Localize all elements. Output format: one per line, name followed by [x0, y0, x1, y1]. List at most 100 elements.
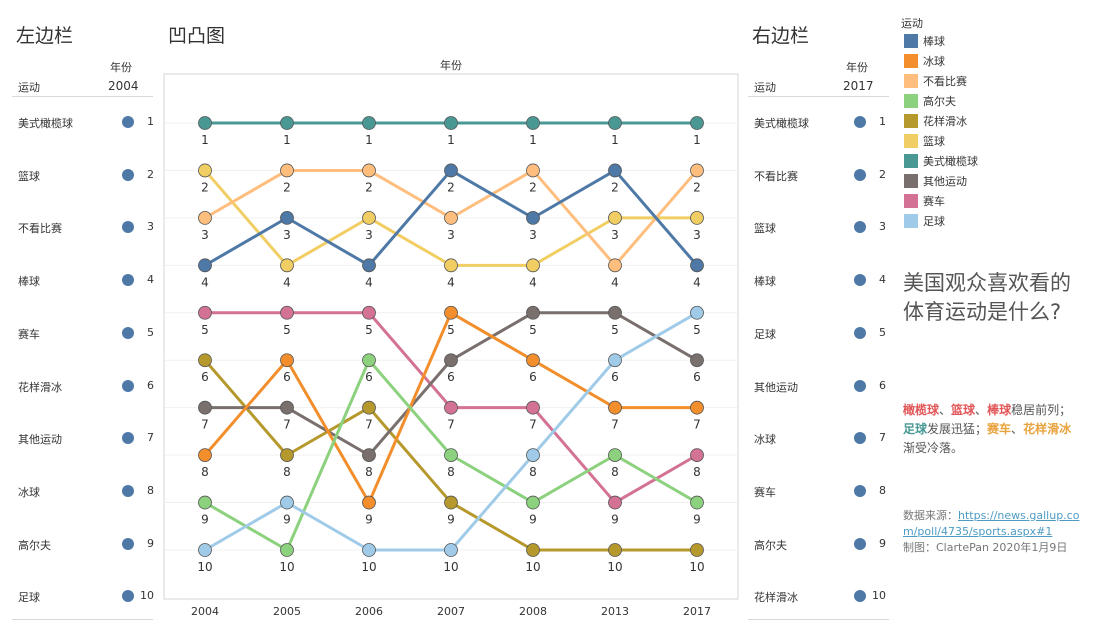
data-point[interactable]: [526, 305, 540, 320]
data-point[interactable]: [362, 353, 376, 368]
data-point[interactable]: [362, 210, 376, 225]
data-point[interactable]: [608, 258, 622, 273]
data-point[interactable]: [608, 495, 622, 510]
data-point[interactable]: [444, 400, 458, 415]
data-label: 4: [529, 275, 537, 289]
data-point[interactable]: [526, 448, 540, 463]
data-point[interactable]: [690, 210, 704, 225]
data-point[interactable]: [444, 258, 458, 273]
data-point[interactable]: [690, 353, 704, 368]
source-link[interactable]: https://news.gallup.com/poll/4735/sports…: [903, 509, 1080, 538]
data-label: 1: [611, 133, 619, 147]
data-point[interactable]: [362, 543, 376, 557]
data-point[interactable]: [198, 116, 212, 130]
data-point[interactable]: [280, 543, 294, 557]
data-point[interactable]: [690, 258, 704, 273]
insight-note: 橄榄球、篮球、棒球稳居前列；足球发展迅猛；赛车、花样滑冰渐受冷落。: [903, 401, 1083, 458]
right-rank-dot: [854, 326, 866, 339]
data-point[interactable]: [690, 116, 704, 130]
data-point[interactable]: [198, 305, 212, 320]
data-point[interactable]: [690, 305, 704, 320]
data-label: 4: [693, 275, 701, 289]
legend-swatch: [904, 174, 918, 188]
data-label: 8: [611, 465, 619, 479]
data-label: 8: [693, 465, 701, 479]
data-point[interactable]: [526, 353, 540, 368]
data-point[interactable]: [608, 543, 622, 557]
legend-swatch: [904, 94, 918, 108]
data-point[interactable]: [526, 543, 540, 557]
data-point[interactable]: [280, 305, 294, 320]
data-point[interactable]: [444, 210, 458, 225]
data-point[interactable]: [280, 258, 294, 273]
data-point[interactable]: [198, 258, 212, 273]
data-point[interactable]: [444, 163, 458, 178]
data-point[interactable]: [444, 495, 458, 510]
data-point[interactable]: [608, 305, 622, 320]
data-point[interactable]: [444, 448, 458, 463]
data-point[interactable]: [690, 543, 704, 557]
data-label: 2: [447, 180, 455, 194]
data-point[interactable]: [608, 210, 622, 225]
data-point[interactable]: [362, 258, 376, 273]
data-point[interactable]: [608, 353, 622, 368]
legend-swatch: [904, 114, 918, 128]
data-label: 4: [201, 275, 209, 289]
data-point[interactable]: [526, 258, 540, 273]
data-point[interactable]: [198, 210, 212, 225]
data-point[interactable]: [362, 400, 376, 415]
right-rank-dot: [854, 590, 866, 603]
right-rank-row: 其他运动 6: [754, 379, 889, 399]
data-point[interactable]: [608, 400, 622, 415]
data-label: 10: [443, 560, 458, 574]
data-point[interactable]: [608, 163, 622, 178]
data-point[interactable]: [526, 163, 540, 178]
data-point[interactable]: [362, 116, 376, 130]
data-point[interactable]: [198, 163, 212, 178]
data-point[interactable]: [690, 400, 704, 415]
right-rank-number: 5: [879, 325, 886, 339]
data-point[interactable]: [198, 448, 212, 463]
data-point[interactable]: [280, 448, 294, 463]
data-point[interactable]: [198, 543, 212, 557]
data-label: 2: [611, 180, 619, 194]
data-point[interactable]: [362, 495, 376, 510]
data-point[interactable]: [444, 116, 458, 130]
right-rank-number: 9: [879, 536, 886, 550]
data-point[interactable]: [526, 116, 540, 130]
data-point[interactable]: [690, 495, 704, 510]
data-point[interactable]: [280, 495, 294, 510]
data-point[interactable]: [280, 400, 294, 415]
data-point[interactable]: [526, 210, 540, 225]
data-point[interactable]: [280, 353, 294, 368]
data-point[interactable]: [280, 163, 294, 178]
right-rank-dot: [854, 274, 866, 287]
left-rank-number: 6: [147, 378, 154, 392]
data-point[interactable]: [608, 448, 622, 463]
data-label: 5: [611, 323, 619, 337]
data-point[interactable]: [198, 495, 212, 510]
data-point[interactable]: [362, 305, 376, 320]
headline: 美国观众喜欢看的体育运动是什么?: [903, 271, 1071, 324]
data-label: 4: [611, 275, 619, 289]
right-sport-label: 不看比赛: [754, 169, 798, 183]
left-rank-row: 赛车 5: [18, 326, 154, 346]
data-point[interactable]: [690, 163, 704, 178]
data-point[interactable]: [608, 116, 622, 130]
data-point[interactable]: [444, 543, 458, 557]
data-point[interactable]: [444, 353, 458, 368]
left-rank-dot: [122, 221, 134, 234]
data-point[interactable]: [198, 400, 212, 415]
data-point[interactable]: [280, 116, 294, 130]
right-rank-row: 冰球 7: [754, 431, 889, 451]
right-sport-label: 高尔夫: [754, 538, 787, 552]
data-point[interactable]: [690, 448, 704, 463]
data-point[interactable]: [526, 495, 540, 510]
data-label: 4: [365, 275, 373, 289]
data-point[interactable]: [362, 163, 376, 178]
data-point[interactable]: [280, 210, 294, 225]
data-point[interactable]: [526, 400, 540, 415]
data-point[interactable]: [444, 305, 458, 320]
data-point[interactable]: [198, 353, 212, 368]
data-point[interactable]: [362, 448, 376, 463]
